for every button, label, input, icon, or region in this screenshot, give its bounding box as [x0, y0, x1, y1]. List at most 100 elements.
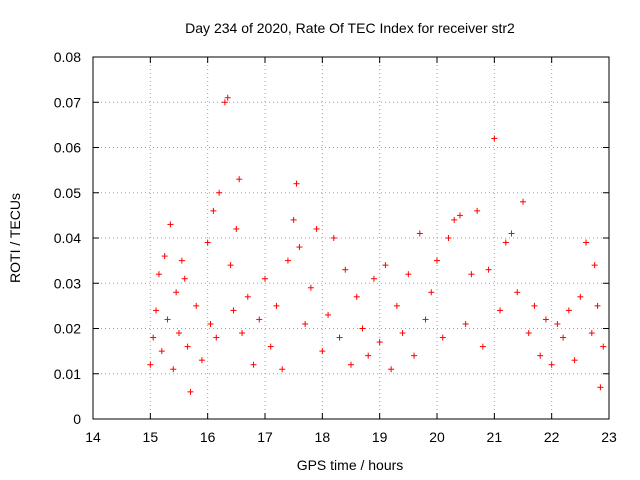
- data-point: [451, 216, 458, 223]
- data-point: [150, 334, 157, 341]
- data-point: [224, 94, 231, 101]
- grid-lines: [93, 57, 609, 419]
- data-point: [184, 343, 191, 350]
- data-point: [198, 357, 205, 364]
- data-point: [250, 361, 257, 368]
- data-point: [307, 284, 314, 291]
- y-tick-label: 0.04: [54, 230, 81, 246]
- data-point: [565, 307, 572, 314]
- y-tick-label: 0.06: [54, 140, 81, 156]
- data-point: [290, 216, 297, 223]
- data-point: [284, 257, 291, 264]
- data-point: [325, 311, 332, 318]
- x-tick-label: 21: [487, 429, 503, 445]
- data-point: [293, 180, 300, 187]
- data-point: [176, 330, 182, 337]
- data-point: [236, 176, 243, 183]
- data-point: [370, 275, 377, 282]
- data-point: [502, 239, 509, 246]
- data-point: [560, 334, 567, 341]
- data-point: [485, 266, 492, 273]
- data-point: [462, 320, 469, 327]
- x-tick-label: 14: [85, 429, 101, 445]
- data-point: [416, 230, 423, 237]
- data-point: [213, 334, 220, 341]
- data-point: [221, 99, 228, 106]
- data-point: [181, 275, 188, 282]
- data-point: [508, 230, 515, 237]
- y-tick-label: 0.02: [54, 321, 81, 337]
- data-point: [173, 289, 180, 296]
- data-point: [571, 357, 578, 364]
- data-point: [591, 262, 598, 269]
- data-point: [365, 352, 372, 359]
- data-point: [353, 293, 360, 300]
- data-point: [233, 225, 240, 232]
- x-tick-label: 17: [257, 429, 273, 445]
- data-point: [537, 352, 544, 359]
- data-point: [153, 307, 160, 314]
- data-point: [491, 135, 498, 142]
- data-point: [456, 212, 463, 219]
- y-tick-label: 0.03: [54, 275, 81, 291]
- data-point: [597, 384, 604, 391]
- data-point: [279, 366, 286, 373]
- x-tick-label: 23: [601, 429, 617, 445]
- y-tick-label: 0.07: [54, 94, 81, 110]
- y-tick-label: 0.05: [54, 185, 81, 201]
- data-point: [227, 262, 234, 269]
- data-point: [267, 343, 274, 350]
- x-tick-label: 18: [315, 429, 331, 445]
- data-point: [330, 235, 337, 241]
- y-tick-label: 0: [73, 411, 81, 427]
- x-tick-label: 16: [200, 429, 216, 445]
- data-point: [207, 320, 214, 327]
- data-point: [439, 334, 446, 341]
- data-point: [445, 235, 452, 241]
- x-axis-label: GPS time / hours: [297, 457, 404, 473]
- chart-title: Day 234 of 2020, Rate Of TEC Index for r…: [185, 20, 515, 36]
- x-tick-label: 15: [143, 429, 159, 445]
- data-point: [178, 257, 185, 264]
- y-tick-label: 0.08: [54, 49, 81, 65]
- data-point: [164, 316, 171, 323]
- data-point: [600, 343, 607, 350]
- data-point: [348, 361, 354, 368]
- data-point: [411, 352, 418, 359]
- data-point: [239, 330, 246, 337]
- data-point: [393, 302, 400, 309]
- data-point: [428, 289, 435, 296]
- data-point: [256, 316, 263, 323]
- axis-ticks: [92, 56, 610, 420]
- data-point: [161, 253, 168, 260]
- data-point: [313, 225, 320, 232]
- data-point: [434, 257, 440, 264]
- data-point: [187, 388, 194, 395]
- data-point: [531, 302, 538, 309]
- data-point: [342, 266, 349, 273]
- data-point: [359, 325, 366, 332]
- data-point: [273, 302, 280, 309]
- data-point: [158, 348, 165, 355]
- data-point: [244, 293, 251, 300]
- y-axis-label: ROTI / TECUs: [7, 193, 23, 283]
- data-point: [170, 366, 177, 373]
- data-point: [147, 361, 154, 368]
- data-point: [520, 198, 526, 205]
- data-point: [382, 262, 389, 269]
- data-point: [422, 316, 429, 323]
- data-point: [399, 330, 406, 337]
- data-point: [376, 339, 383, 346]
- data-point: [167, 221, 174, 228]
- x-tick-label: 19: [372, 429, 388, 445]
- data-point: [554, 320, 561, 327]
- data-point: [479, 343, 486, 350]
- x-tick-label: 22: [544, 429, 560, 445]
- data-point: [548, 361, 555, 368]
- data-point: [514, 289, 521, 296]
- data-point: [155, 271, 162, 278]
- y-tick-label: 0.01: [54, 366, 81, 382]
- data-point: [230, 307, 237, 314]
- data-point: [525, 330, 532, 337]
